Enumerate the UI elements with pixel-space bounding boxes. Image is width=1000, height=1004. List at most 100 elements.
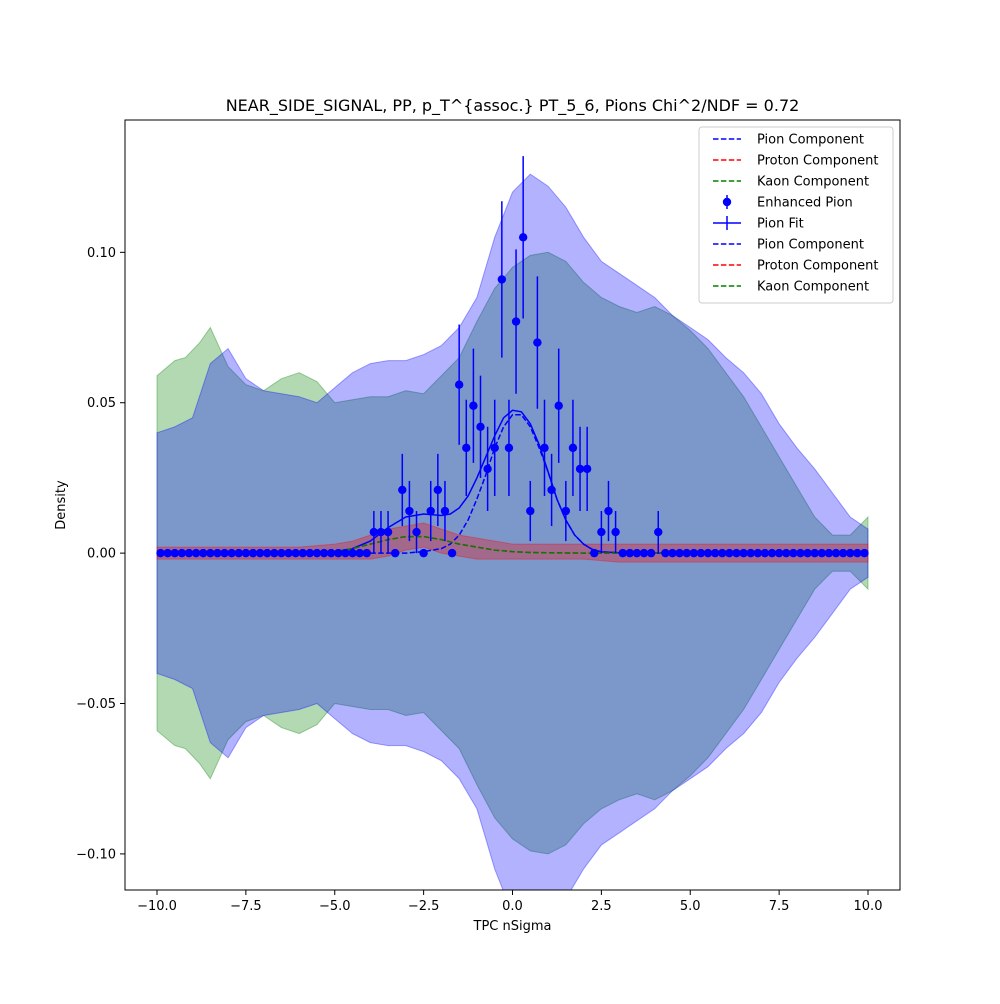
series-line-4 — [157, 535, 868, 554]
x-tick-label: −2.5 — [408, 899, 440, 914]
band-1 — [156, 173, 869, 890]
data-point — [774, 548, 784, 558]
data-point — [213, 548, 222, 558]
legend-frame — [698, 126, 894, 304]
x-tick-label: 7.5 — [769, 899, 790, 914]
data-point — [646, 548, 656, 558]
data-point — [803, 548, 812, 558]
x-tick-label: −10.0 — [137, 899, 177, 914]
x-tick-label: −7.5 — [230, 899, 262, 914]
data-point — [227, 548, 236, 558]
x-axis-label: TPC nSigma — [473, 919, 552, 934]
data-point — [654, 527, 663, 537]
data-point — [412, 527, 421, 537]
legend-entry: Proton Component — [713, 259, 879, 274]
data-point — [824, 548, 834, 558]
data-point — [248, 548, 258, 558]
data-point — [355, 548, 364, 558]
data-point — [433, 485, 443, 495]
data-point — [533, 338, 542, 347]
legend-label: Enhanced Pion — [757, 196, 853, 211]
legend-label: Proton Component — [757, 259, 879, 274]
x-tick-label: 10.0 — [854, 899, 883, 914]
data-point — [682, 548, 691, 558]
data-point — [575, 464, 585, 474]
data-point — [170, 548, 179, 558]
data-point — [390, 548, 400, 558]
data-point — [476, 422, 485, 431]
data-point — [462, 443, 471, 453]
data-point — [732, 548, 741, 558]
legend-entry: Kaon Component — [713, 280, 869, 295]
legend-label: Pion Fit — [757, 217, 804, 232]
data-point — [554, 401, 563, 410]
chart-title: NEAR_SIDE_SIGNAL, PP, p_T^{assoc.} PT_5_… — [226, 96, 800, 116]
legend-label: Kaon Component — [757, 175, 869, 190]
data-point — [398, 485, 407, 495]
data-point — [568, 443, 578, 453]
y-axis-label: Density — [54, 480, 69, 530]
data-point — [220, 548, 229, 558]
data-point — [184, 548, 194, 558]
plot-area — [156, 156, 869, 890]
data-point — [782, 548, 791, 558]
data-point — [675, 548, 684, 558]
data-point — [383, 527, 393, 537]
y-tick-label: −0.10 — [76, 847, 116, 862]
data-point — [263, 548, 272, 558]
data-point — [831, 548, 841, 558]
data-point — [426, 506, 435, 516]
series-line-2 — [157, 414, 869, 554]
data-point — [490, 443, 499, 453]
data-point — [255, 548, 265, 558]
data-point — [298, 548, 307, 558]
data-point — [284, 548, 293, 558]
y-tick-label: 0.10 — [87, 246, 116, 261]
data-point — [341, 548, 350, 558]
data-point — [305, 548, 315, 558]
legend-entry: Pion Component — [713, 133, 864, 148]
data-point — [234, 548, 243, 558]
data-point — [767, 548, 777, 558]
legend-label: Kaon Component — [757, 280, 869, 295]
data-point — [725, 548, 734, 558]
legend-swatch-point — [722, 197, 732, 207]
data-point — [348, 548, 357, 558]
x-tick-label: −5.0 — [319, 899, 351, 914]
bands-layer — [156, 173, 869, 890]
legend: Pion Component Proton Component Kaon Compo… — [698, 126, 894, 304]
data-point — [703, 548, 713, 558]
data-point — [590, 548, 599, 558]
data-point — [362, 548, 371, 558]
data-point — [199, 548, 208, 558]
data-point — [241, 548, 251, 558]
data-point — [270, 548, 279, 558]
data-point — [312, 548, 322, 558]
x-tick-label: 5.0 — [680, 899, 701, 914]
y-tick-label: 0.00 — [87, 547, 116, 562]
data-point — [291, 548, 300, 558]
data-point — [277, 548, 286, 558]
data-point — [789, 548, 798, 558]
data-point — [753, 548, 762, 558]
legend-entry: Pion Component — [713, 238, 864, 253]
data-point — [611, 527, 620, 537]
data-point — [817, 548, 826, 558]
data-point — [440, 506, 450, 516]
data-point — [618, 548, 627, 558]
data-point — [206, 548, 215, 558]
data-point — [369, 527, 379, 537]
data-point — [810, 548, 819, 558]
data-point — [547, 485, 556, 495]
data-point — [668, 548, 677, 558]
data-point — [334, 548, 343, 558]
data-point — [405, 506, 414, 516]
data-point — [526, 506, 535, 516]
y-axis: −0.10 −0.05 0.00 0.05 0.10 — [76, 246, 125, 862]
data-point — [177, 548, 187, 558]
data-point — [632, 548, 642, 558]
data-point — [689, 548, 699, 558]
legend-entry: Enhanced Pion — [722, 195, 853, 211]
